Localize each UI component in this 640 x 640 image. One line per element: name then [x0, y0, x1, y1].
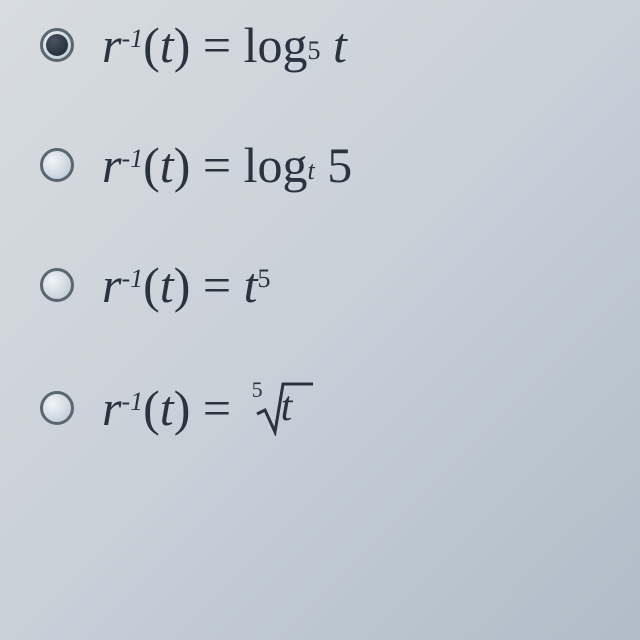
log-base: t [307, 158, 314, 184]
close-paren: ) [174, 383, 191, 433]
radicand: t [281, 386, 293, 428]
close-paren: ) [174, 260, 191, 310]
arg: t [160, 383, 174, 433]
radio-button[interactable] [40, 28, 74, 62]
func-letter: r [102, 260, 121, 310]
formula: r-1(t) = t5 [102, 260, 270, 310]
arg: t [160, 140, 174, 190]
open-paren: ( [143, 383, 160, 433]
radical-symbol: t [255, 380, 315, 436]
func-letter: r [102, 20, 121, 70]
inverse-exponent: -1 [121, 26, 143, 52]
power-base: t [244, 260, 258, 310]
option-1[interactable]: r-1(t) = log5 t [40, 20, 600, 70]
nth-root: 5t [244, 380, 315, 436]
func-letter: r [102, 140, 121, 190]
option-4[interactable]: r-1(t) = 5t [40, 380, 600, 436]
option-3[interactable]: r-1(t) = t5 [40, 260, 600, 310]
arg: t [160, 260, 174, 310]
equals: = [203, 140, 231, 190]
formula: r-1(t) = logt 5 [102, 140, 352, 190]
equals: = [203, 260, 231, 310]
open-paren: ( [143, 20, 160, 70]
radio-button[interactable] [40, 391, 74, 425]
rhs: 5 [327, 140, 352, 190]
option-2[interactable]: r-1(t) = logt 5 [40, 140, 600, 190]
power-exp: 5 [257, 266, 270, 292]
radio-button[interactable] [40, 148, 74, 182]
arg: t [160, 20, 174, 70]
log-op: log [244, 20, 308, 70]
open-paren: ( [143, 140, 160, 190]
equals: = [203, 383, 231, 433]
inverse-exponent: -1 [121, 146, 143, 172]
radio-button[interactable] [40, 268, 74, 302]
formula: r-1(t) = 5t [102, 380, 315, 436]
close-paren: ) [174, 20, 191, 70]
open-paren: ( [143, 260, 160, 310]
rhs: t [333, 20, 347, 70]
close-paren: ) [174, 140, 191, 190]
log-op: log [244, 140, 308, 190]
log-base: 5 [307, 38, 320, 64]
equals: = [203, 20, 231, 70]
formula: r-1(t) = log5 t [102, 20, 347, 70]
inverse-exponent: -1 [121, 266, 143, 292]
inverse-exponent: -1 [121, 389, 143, 415]
func-letter: r [102, 383, 121, 433]
